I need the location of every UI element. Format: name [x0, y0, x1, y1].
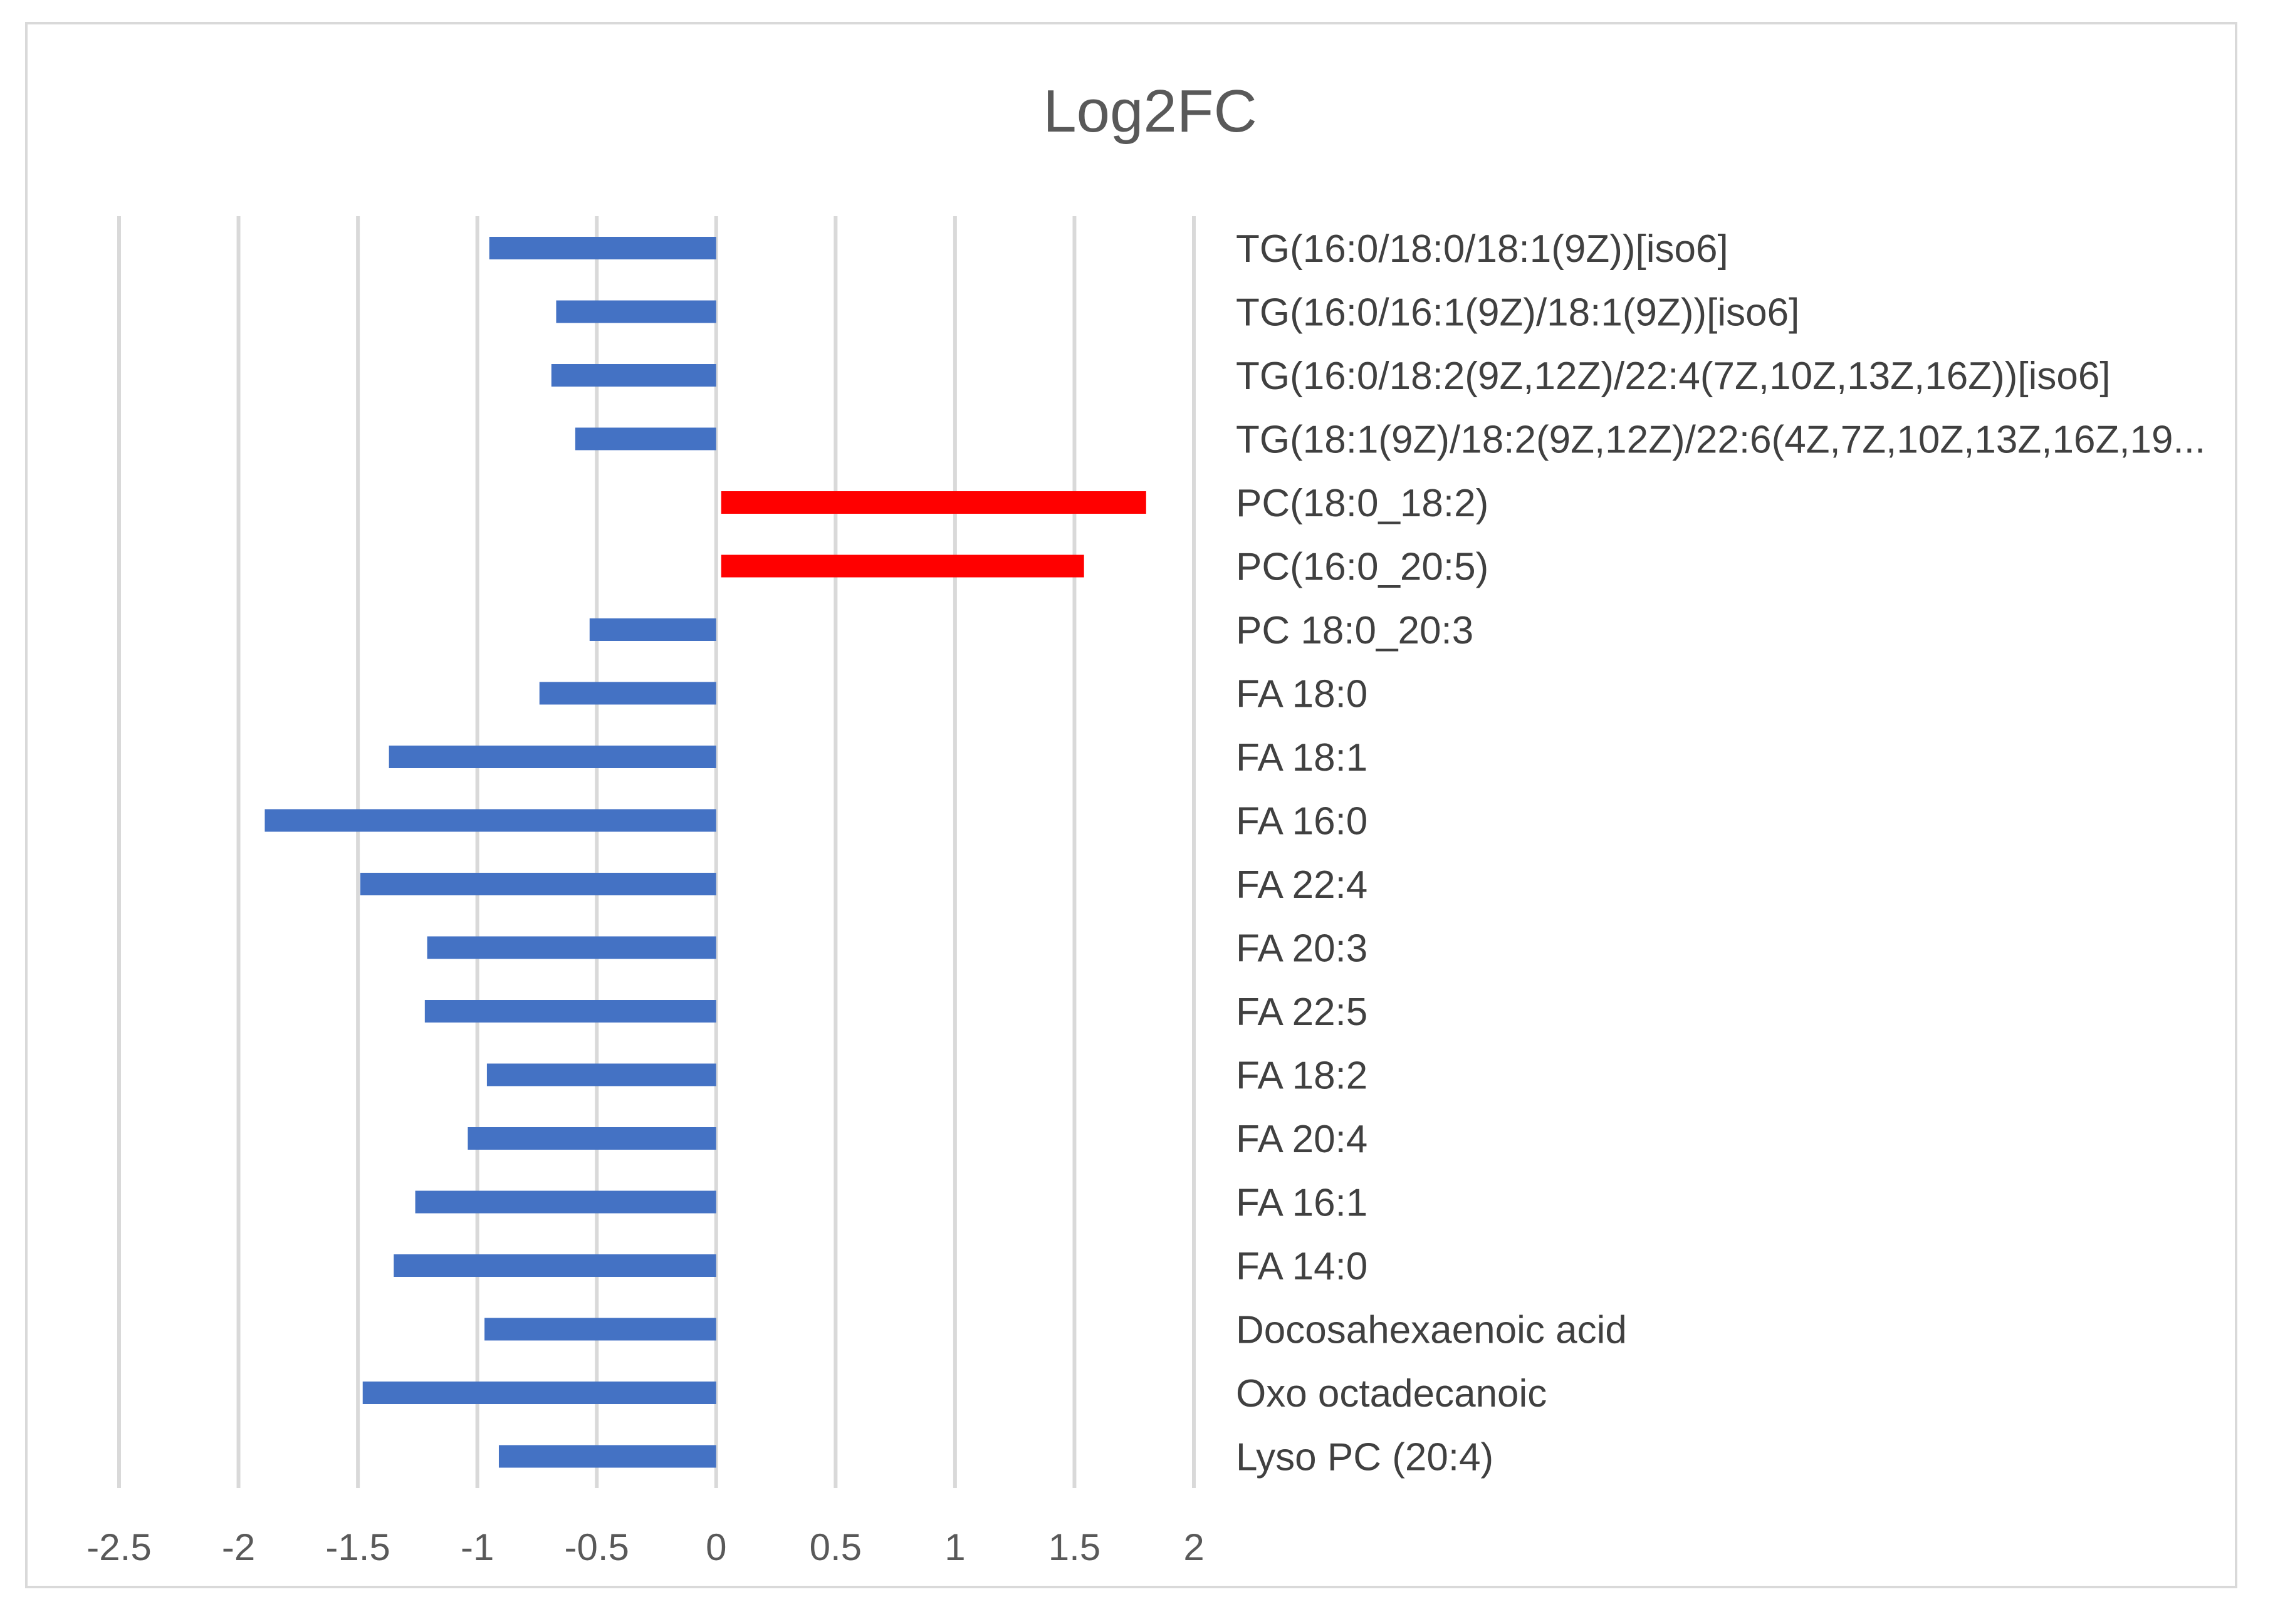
category-label: FA 16:1	[1236, 1182, 1367, 1225]
x-tick-label: -1	[461, 1526, 494, 1568]
category-labels: TG(16:0/18:0/18:1(9Z))[iso6] TG(16:0/16:1…	[1236, 227, 2205, 1479]
bar	[498, 1445, 716, 1468]
category-label: Lyso PC (20:4)	[1236, 1436, 1493, 1479]
bar	[427, 936, 716, 959]
category-label: FA 22:4	[1236, 863, 1367, 907]
bars	[264, 237, 1146, 1468]
bar	[468, 1127, 716, 1150]
category-label: FA 18:2	[1236, 1054, 1367, 1098]
bar	[556, 300, 716, 323]
category-label: FA 18:1	[1236, 736, 1367, 779]
x-tick-label: -0.5	[565, 1526, 629, 1568]
bar	[575, 427, 716, 450]
category-label: PC(18:0_18:2)	[1236, 482, 1488, 525]
category-label: Docosahexaenoic acid	[1236, 1309, 1627, 1352]
x-tick-label: -2.5	[86, 1526, 151, 1568]
bar	[424, 1000, 716, 1023]
category-label: TG(16:0/18:2(9Z,12Z)/22:4(7Z,10Z,13Z,16Z…	[1236, 355, 2111, 398]
gridlines	[117, 216, 1196, 1488]
bar	[589, 618, 716, 641]
bar	[551, 364, 716, 387]
x-tick-label: 0.5	[810, 1526, 862, 1568]
category-label: TG(18:1(9Z)/18:2(9Z,12Z)/22:6(4Z,7Z,10Z,…	[1236, 419, 2205, 462]
category-label: Oxo octadecanoic	[1236, 1372, 1547, 1415]
bar	[394, 1254, 716, 1277]
x-tick-label: -1.5	[325, 1526, 390, 1568]
bar	[489, 237, 716, 259]
x-tick-label: 1	[944, 1526, 965, 1568]
category-label: PC 18:0_20:3	[1236, 609, 1473, 652]
bar	[362, 1382, 716, 1404]
bar	[484, 1318, 716, 1341]
bar	[539, 682, 716, 705]
x-tick-label: -2	[222, 1526, 255, 1568]
category-label: FA 18:0	[1236, 673, 1367, 716]
chart-frame	[25, 22, 2237, 1588]
category-label: TG(16:0/18:0/18:1(9Z))[iso6]	[1236, 227, 1728, 271]
category-label: FA 16:0	[1236, 800, 1367, 843]
category-label: PC(16:0_20:5)	[1236, 546, 1488, 589]
x-tick-label: 1.5	[1048, 1526, 1100, 1568]
category-label: FA 14:0	[1236, 1245, 1367, 1288]
x-axis-tick-labels: -2.5 -2 -1.5 -1 -0.5 0 0.5 1 1.5 2	[86, 1526, 1204, 1568]
category-label: FA 20:3	[1236, 927, 1367, 971]
bar	[389, 746, 716, 768]
bar	[264, 809, 716, 832]
bar	[486, 1063, 716, 1086]
x-tick-label: 0	[706, 1526, 726, 1568]
chart-title: Log2FC	[1043, 78, 1257, 145]
category-label: FA 22:5	[1236, 991, 1367, 1034]
bar	[721, 554, 1084, 578]
category-label: TG(16:0/16:1(9Z)/18:1(9Z))[iso6]	[1236, 291, 1799, 335]
category-label: FA 20:4	[1236, 1118, 1367, 1161]
bar	[360, 873, 716, 895]
x-tick-label: 2	[1183, 1526, 1204, 1568]
bar	[415, 1190, 716, 1214]
bar	[721, 491, 1146, 514]
